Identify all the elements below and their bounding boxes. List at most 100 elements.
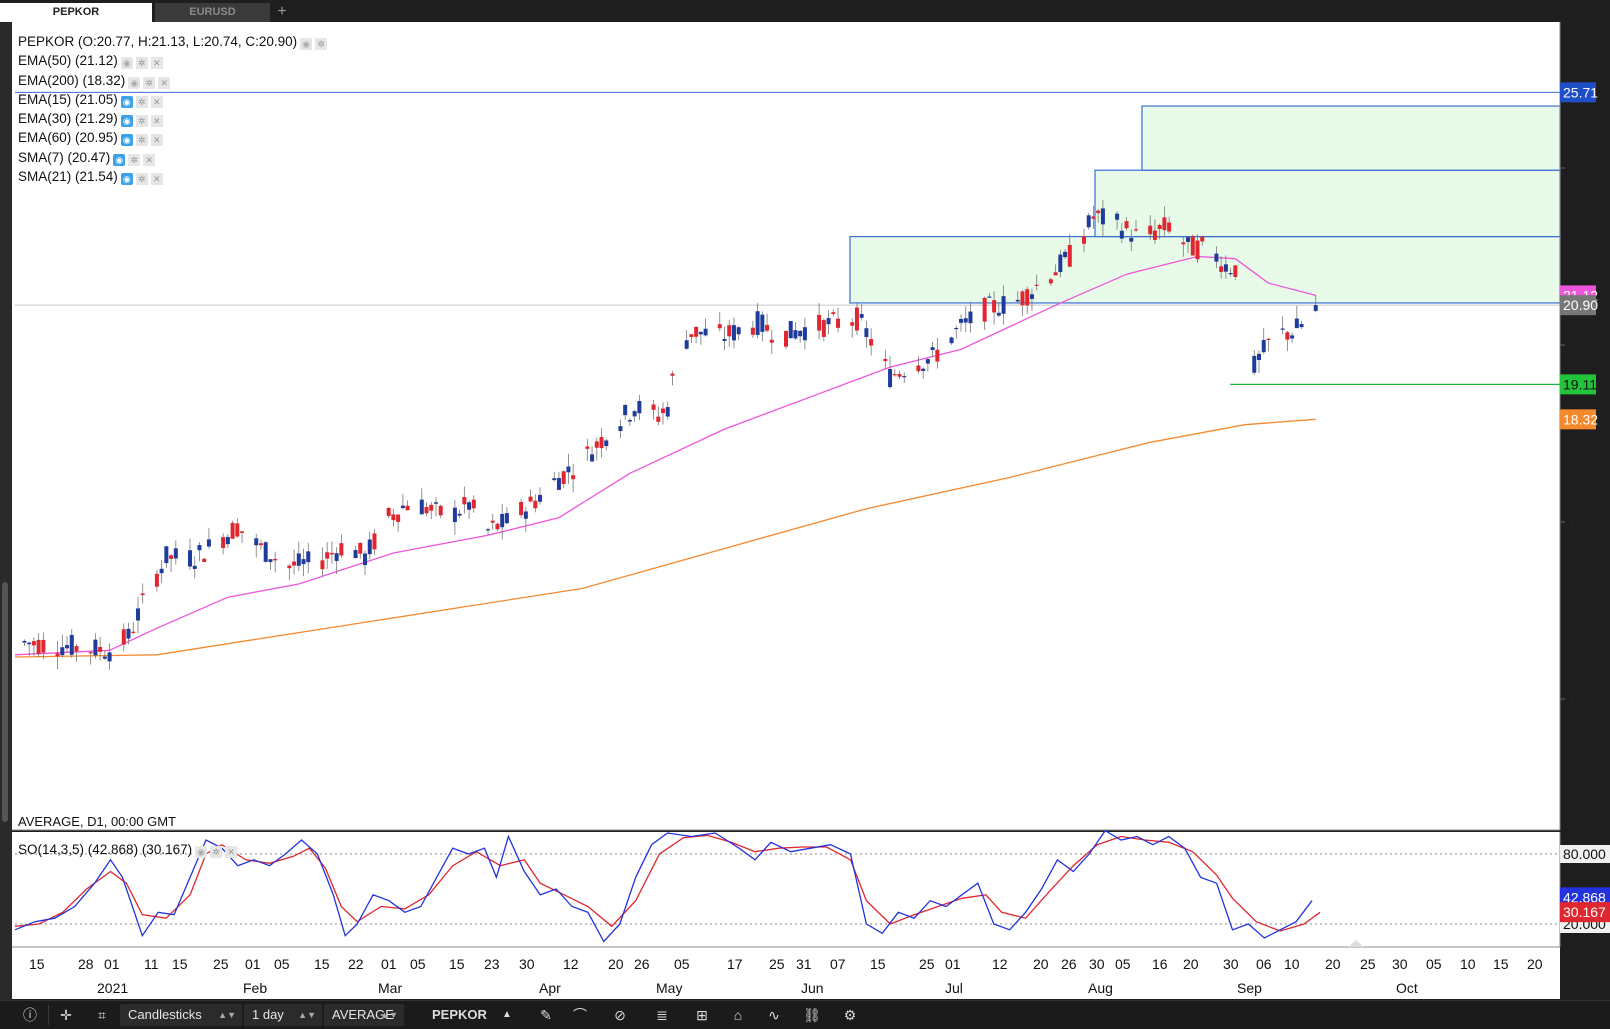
interval-select[interactable]: 1 day ▲▼	[244, 1004, 322, 1026]
eye-icon[interactable]: ◉	[120, 134, 133, 147]
gear-icon[interactable]: ✲	[210, 846, 223, 858]
gear-icon[interactable]: ✲	[128, 153, 141, 166]
month-label: May	[656, 980, 682, 996]
eye-icon[interactable]: ◉	[128, 76, 141, 89]
close-icon[interactable]: ✕	[158, 76, 171, 89]
date-tick-label: 31	[796, 956, 812, 972]
candle-down	[1167, 222, 1172, 232]
candle-down	[1285, 332, 1290, 340]
candle-down	[325, 552, 330, 559]
close-icon[interactable]: ✕	[150, 173, 163, 186]
eye-icon[interactable]: ◉	[120, 95, 133, 108]
legend-row-ema60: EMA(60) (20.95) ◉ ✲ ✕	[18, 128, 327, 147]
candle-up	[353, 550, 358, 559]
bookmark-icon[interactable]: ⌂	[733, 1007, 743, 1023]
close-icon[interactable]: ✕	[225, 846, 238, 858]
candle-down	[273, 558, 278, 561]
close-icon[interactable]: ✕	[150, 134, 163, 147]
hide-drawings-icon[interactable]: ⊘	[614, 1007, 626, 1023]
chart-type-select[interactable]: Candlesticks ▲▼	[120, 1004, 242, 1026]
candle-down	[528, 496, 533, 502]
date-tick-label: 20	[608, 956, 624, 972]
candle-up	[627, 420, 632, 422]
chevron-up-icon[interactable]: ▲	[502, 1009, 512, 1020]
candle-down	[916, 365, 921, 372]
close-icon[interactable]: ✕	[150, 95, 163, 108]
candle-up	[684, 340, 689, 349]
date-tick-label: 05	[1115, 956, 1131, 972]
candle-up	[736, 327, 741, 335]
candle-up	[296, 553, 301, 566]
symbol-selector[interactable]: PEPKOR	[432, 1007, 487, 1022]
candle-up	[1063, 251, 1068, 258]
date-tick-label: 28	[78, 956, 94, 972]
candle-up	[27, 642, 32, 645]
gear-icon[interactable]: ✲	[135, 57, 148, 70]
crosshair-icon[interactable]: ✛	[60, 1007, 72, 1023]
date-tick-label: 05	[1426, 956, 1442, 972]
candle-up	[665, 407, 670, 417]
pencil-icon[interactable]: ✎	[540, 1007, 552, 1023]
candle-up	[1294, 318, 1299, 329]
candle-up	[225, 537, 230, 545]
month-label: Apr	[539, 980, 561, 996]
close-icon[interactable]: ✕	[150, 57, 163, 70]
candle-up	[996, 312, 1001, 316]
candle-up	[504, 513, 509, 524]
candle-down	[221, 537, 226, 548]
oscillator-pane[interactable]	[12, 832, 1560, 947]
layout-grid-icon[interactable]: ⊞	[696, 1007, 708, 1023]
date-tick-label: 01	[104, 956, 120, 972]
gear-icon[interactable]: ✲	[135, 95, 148, 108]
date-tick-label: 12	[563, 956, 579, 972]
candle-down	[424, 506, 429, 514]
time-axis	[12, 947, 1560, 999]
scrollbar-handle[interactable]	[2, 582, 8, 822]
candle-up	[556, 478, 561, 490]
candle-down	[438, 505, 443, 516]
gear-icon[interactable]: ✲	[135, 115, 148, 128]
eye-icon[interactable]: ◉	[120, 115, 133, 128]
add-tab-icon[interactable]: +	[277, 3, 287, 20]
gear-icon[interactable]: ✲	[143, 76, 156, 89]
candle-down	[240, 531, 245, 533]
candle-down	[892, 374, 897, 376]
tab-eurusd[interactable]: EURUSD	[155, 3, 270, 22]
date-tick-label: 30	[1392, 956, 1408, 972]
crop-icon[interactable]: ⌗	[98, 1007, 106, 1023]
indicators-icon[interactable]: ≣	[656, 1007, 668, 1023]
candle-down	[74, 646, 79, 652]
legend-row-ema30: EMA(30) (21.29) ◉ ✲ ✕	[18, 109, 327, 128]
candle-up	[301, 559, 306, 565]
info-icon[interactable]: ⓘ	[23, 1007, 37, 1023]
candle-down	[783, 330, 788, 347]
candle-down	[471, 499, 476, 509]
settings-gear-icon[interactable]: ⚙	[843, 1007, 857, 1023]
candle-up	[334, 553, 339, 561]
line-tool-icon[interactable]: ∿	[768, 1007, 780, 1023]
candle-up	[859, 314, 864, 318]
candle-up	[925, 359, 930, 364]
candle-down	[717, 324, 722, 329]
candle-up	[188, 550, 193, 567]
gear-icon[interactable]: ✲	[135, 134, 148, 147]
close-icon[interactable]: ✕	[150, 115, 163, 128]
candle-down	[258, 543, 263, 546]
eye-icon[interactable]: ◉	[120, 57, 133, 70]
tab-pepkor[interactable]: PEPKOR	[0, 3, 152, 22]
price-type-select[interactable]: AVERAGE ▲▼	[324, 1004, 404, 1026]
so-marker-label: 30.167	[1563, 904, 1606, 920]
eye-icon[interactable]: ◉	[113, 153, 126, 166]
gear-icon[interactable]: ✲	[135, 173, 148, 186]
candle-down	[1025, 289, 1030, 306]
eye-icon[interactable]: ◉	[120, 173, 133, 186]
eye-icon[interactable]: ◉	[300, 38, 313, 50]
candle-up	[93, 639, 98, 656]
link-icon[interactable]: ⛓	[803, 1007, 821, 1023]
brush-icon[interactable]: ⌒	[573, 1007, 587, 1023]
gear-icon[interactable]: ✲	[315, 38, 328, 50]
date-tick-label: 07	[830, 956, 846, 972]
eye-icon[interactable]: ◉	[195, 846, 208, 858]
close-icon[interactable]: ✕	[143, 153, 156, 166]
price-marker	[1560, 295, 1596, 316]
